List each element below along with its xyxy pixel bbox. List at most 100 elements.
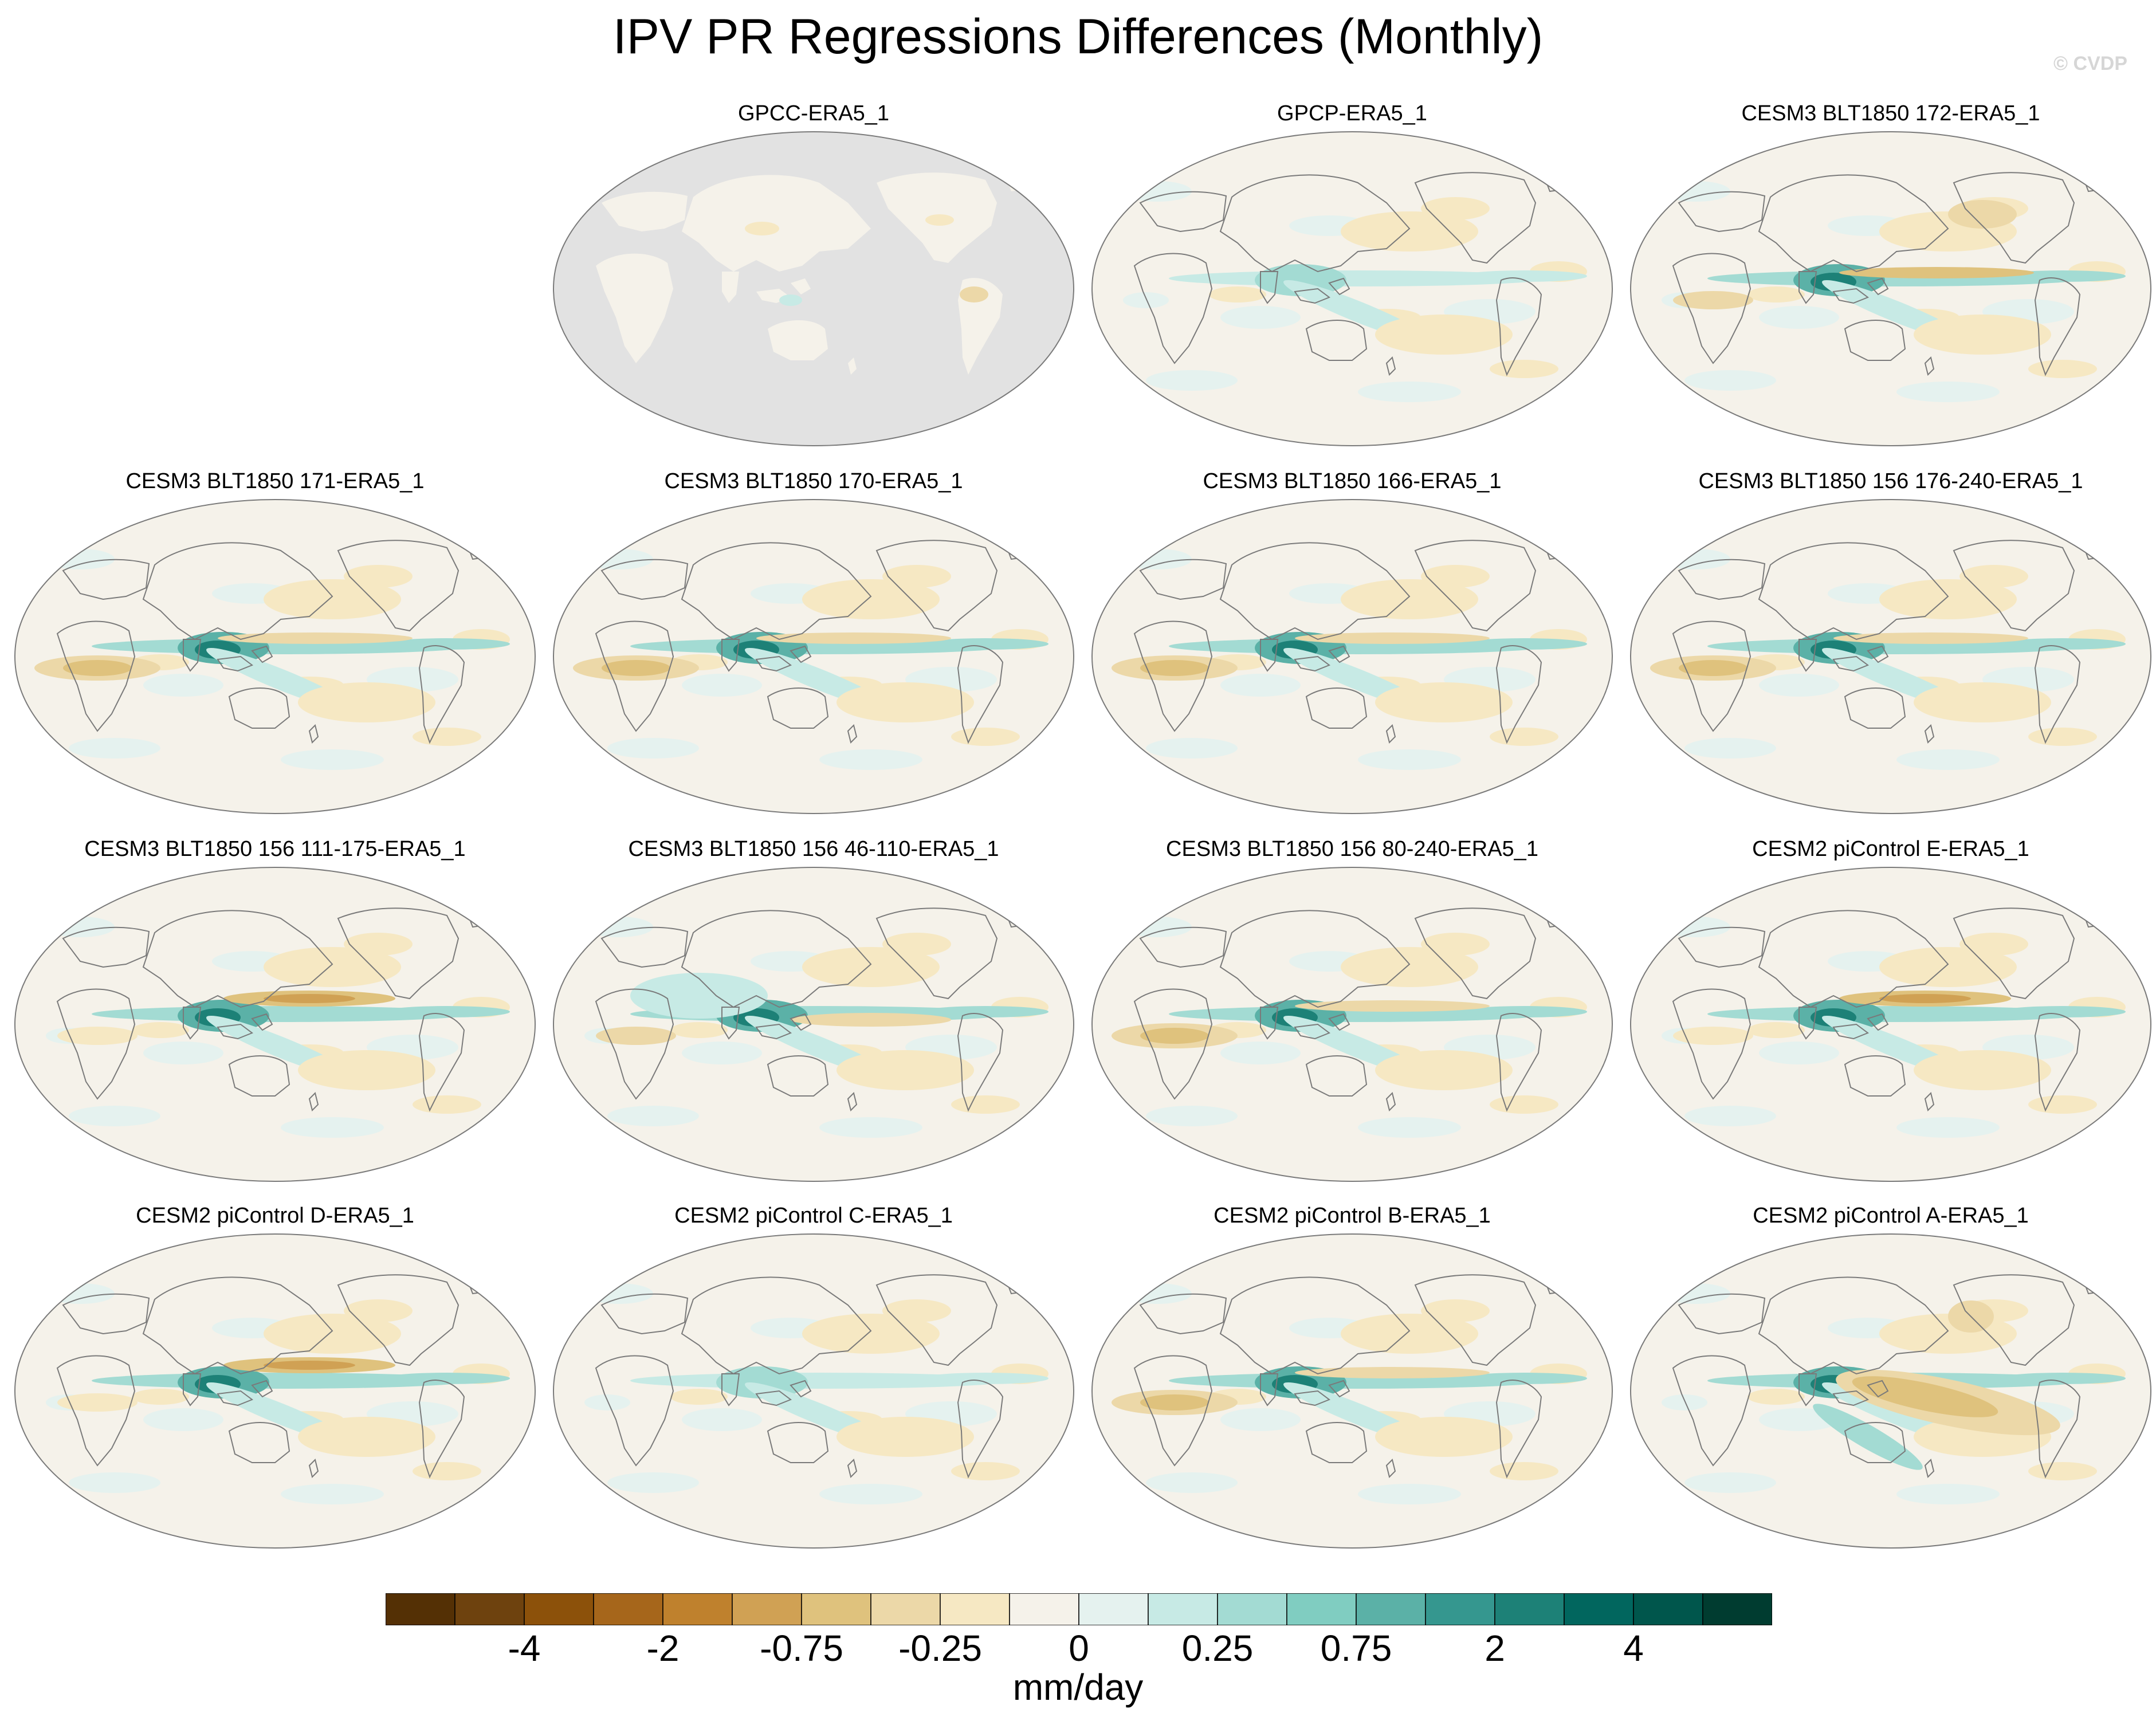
coastline-samerica [2034, 1013, 2081, 1112]
land-anomaly [925, 214, 954, 226]
colorbar-swatch [1702, 1593, 1772, 1625]
map-field [15, 1234, 535, 1548]
npac-dry-spot [1948, 200, 2017, 229]
panel-title: CESM3 BLT1850 156 46-110-ERA5_1 [628, 837, 999, 861]
anomaly-speck [951, 1462, 1020, 1480]
anomaly-speck [1684, 738, 1776, 759]
anomaly-speck [584, 1394, 630, 1410]
coastline-australia [1305, 687, 1368, 729]
coastline-maritime [217, 1380, 273, 1406]
coastline-samerica [418, 1380, 465, 1479]
atlantic-wet-band [384, 1006, 510, 1017]
anomaly-speck [1490, 360, 1558, 378]
map-field [15, 500, 535, 814]
anomaly-speck [2028, 360, 2097, 378]
colorbar-units: mm/day [1012, 1667, 1144, 1708]
land-asia [682, 175, 871, 272]
coastline-namerica [875, 540, 998, 632]
coastline-maritime [217, 1013, 273, 1040]
anomaly-speck [1896, 1484, 2000, 1504]
coastline-asia [1219, 542, 1411, 641]
indian-ocean-dry-core [1679, 660, 1747, 676]
panel-title: CESM3 BLT1850 156 80-240-ERA5_1 [1166, 837, 1538, 861]
coastline-asia [1219, 1276, 1411, 1375]
spac-dry [837, 1050, 974, 1090]
coastline-india [1798, 1007, 1817, 1040]
globe-outline [553, 1233, 1074, 1549]
map-panel: CESM3 BLT1850 156 80-240-ERA5_1 [1089, 836, 1616, 1182]
anomaly-speck [1209, 286, 1266, 302]
coastline-africa [1133, 620, 1213, 732]
coastline-nz [847, 1459, 858, 1478]
anomaly-speck [69, 1106, 160, 1126]
coastline-india [721, 1373, 740, 1406]
atlantic-wet-band [1461, 1006, 1587, 1017]
anomaly-speck [1220, 674, 1301, 697]
colorbar-swatch [1564, 1593, 1634, 1625]
coastline-europe [1678, 926, 1766, 968]
globe-outline [14, 499, 536, 814]
colorbar-swatch [732, 1593, 802, 1625]
coastline-africa [1672, 253, 1751, 364]
coastline-india [721, 1007, 740, 1040]
coastline-india [1798, 1373, 1817, 1406]
anomaly-speck [1896, 749, 2000, 770]
anomaly-speck [607, 1472, 699, 1493]
colorbar-swatch [940, 1593, 1010, 1625]
npac-dry-core [264, 994, 355, 1003]
coastline-india [1798, 639, 1817, 672]
anomaly-speck [132, 1022, 189, 1038]
indian-ocean-dry-core [63, 660, 132, 676]
panel-title: GPCP-ERA5_1 [1277, 101, 1427, 125]
coastline-samerica [1495, 1380, 1542, 1479]
anomaly-speck [281, 1484, 384, 1504]
anomaly-speck [2028, 1095, 2097, 1114]
map-panel: GPCC-ERA5_1 [550, 101, 1077, 446]
land-anomaly [779, 294, 802, 306]
coastline-nz [308, 724, 319, 744]
npac-dry [1879, 1314, 2017, 1354]
land-india [722, 272, 739, 303]
coastline-maritime [217, 645, 273, 672]
coastline-africa [595, 620, 674, 732]
coastline-samerica [957, 1013, 1004, 1112]
coastline-maritime [1832, 277, 1889, 304]
globe-outline [14, 1233, 536, 1549]
npac-dry [264, 579, 401, 619]
global-map [1630, 131, 2151, 446]
coastline-samerica [418, 645, 465, 744]
coastline-nz [1924, 1459, 1935, 1478]
coastline-maritime [1294, 1380, 1350, 1406]
map-panel: CESM2 piControl A-ERA5_1 [1627, 1203, 2154, 1549]
coastline-namerica [337, 540, 460, 632]
spac-dry [298, 682, 435, 722]
panel-title: CESM3 BLT1850 166-ERA5_1 [1203, 469, 1502, 493]
map-field [1631, 500, 2151, 814]
coastline-namerica [875, 907, 998, 1000]
map-field [15, 867, 535, 1181]
atlantic-wet-band [1461, 270, 1587, 282]
global-map [1630, 867, 2151, 1182]
coastline-asia [1219, 910, 1411, 1008]
map-panel: CESM3 BLT1850 156 111-175-ERA5_1 [11, 836, 539, 1182]
anomaly-speck [1747, 286, 1805, 302]
anomaly-speck [1684, 1472, 1776, 1493]
globe-outline [1091, 867, 1613, 1182]
global-map [1091, 131, 1613, 446]
coastline-asia [681, 1276, 872, 1375]
anomaly-speck [1123, 292, 1169, 308]
coastline-europe [600, 926, 689, 968]
coastline-india [721, 639, 740, 672]
global-map [14, 867, 536, 1182]
map-field [553, 500, 1074, 814]
map-panel: CESM3 BLT1850 156 46-110-ERA5_1 [550, 836, 1077, 1182]
coastline-africa [1133, 253, 1213, 364]
colorbar-tick-label: -0.75 [760, 1628, 843, 1669]
spac-dry [1914, 682, 2051, 722]
indian-ocean-dry-core [1140, 660, 1209, 676]
panel-title: CESM2 piControl B-ERA5_1 [1214, 1204, 1491, 1228]
coastline-india [1798, 271, 1817, 304]
npac-dry [1879, 579, 2017, 619]
globe-outline [1091, 1233, 1613, 1549]
spac-dry [298, 1417, 435, 1457]
